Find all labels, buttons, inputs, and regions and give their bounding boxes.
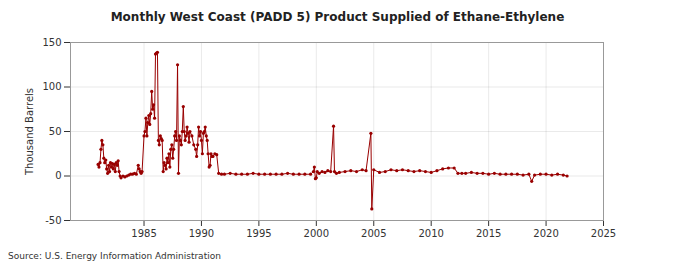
- svg-text:1995: 1995: [246, 228, 271, 239]
- svg-text:1985: 1985: [131, 228, 156, 239]
- svg-text:1990: 1990: [189, 228, 214, 239]
- html-text:Source: U.S. Energy Informatio: Source: U.S. Energy Information Administ…: [8, 251, 221, 261]
- svg-text:50: 50: [49, 126, 62, 137]
- html-text:Monthly West Coast (PADD 5) Pr: Monthly West Coast (PADD 5) Product Supp…: [110, 10, 565, 24]
- svg-text:Thousand Barrels: Thousand Barrels: [24, 88, 35, 176]
- svg-text:2020: 2020: [533, 228, 558, 239]
- svg-text:2010: 2010: [418, 228, 443, 239]
- svg-text:100: 100: [42, 81, 61, 92]
- svg-text:2005: 2005: [361, 228, 386, 239]
- svg-text:2025: 2025: [591, 228, 616, 239]
- svg-text:-50: -50: [45, 215, 61, 226]
- svg-text:0: 0: [55, 170, 61, 181]
- svg-text:150: 150: [42, 37, 61, 48]
- svg-text:2000: 2000: [304, 228, 329, 239]
- svg-text:2015: 2015: [476, 228, 501, 239]
